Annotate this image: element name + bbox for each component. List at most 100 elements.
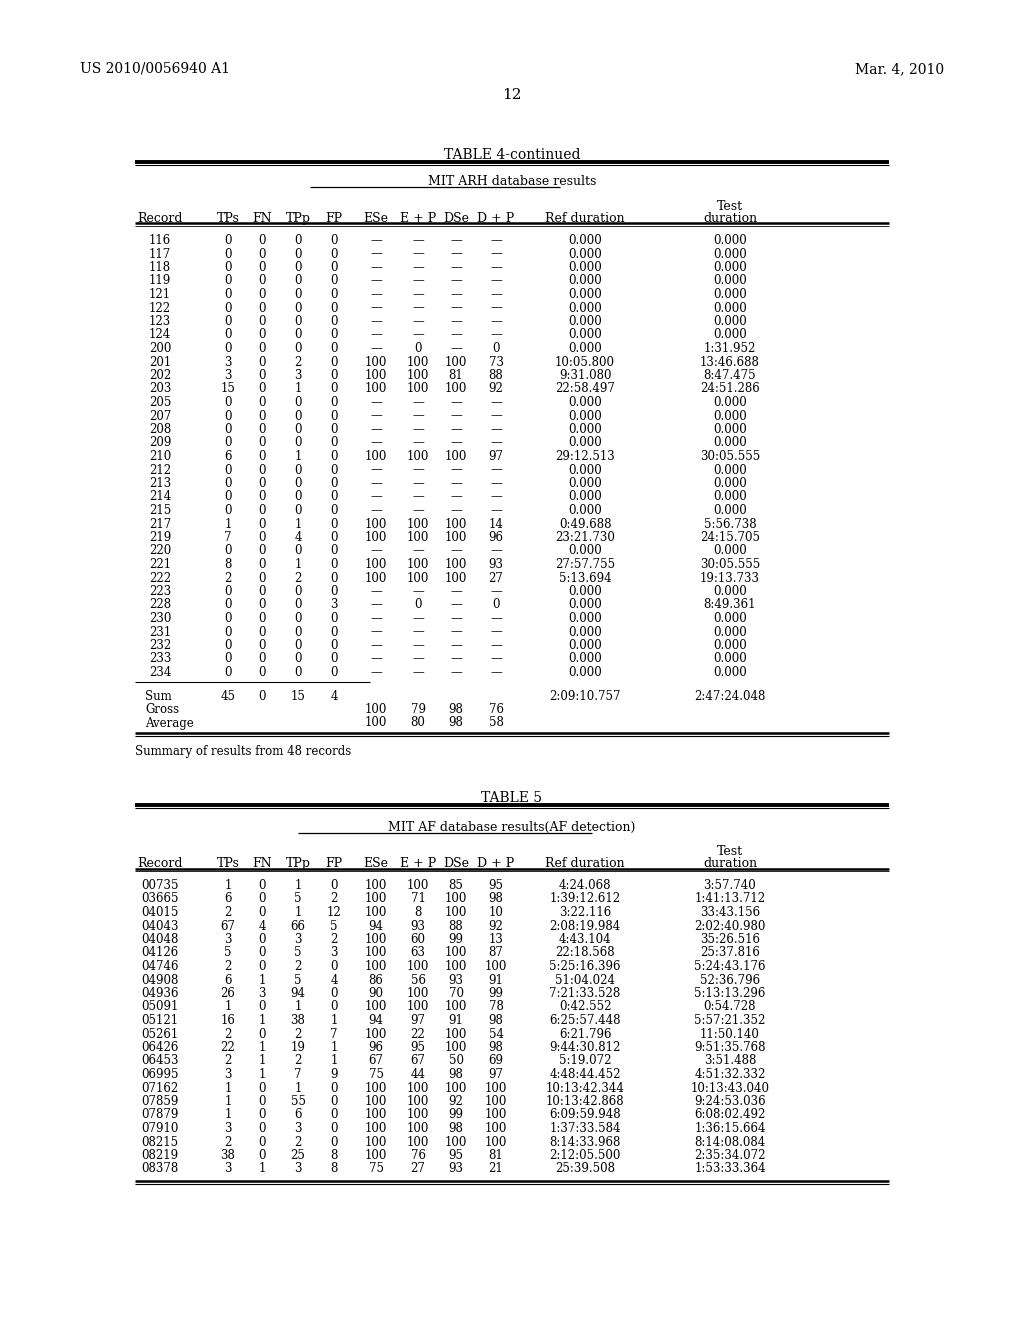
Text: 98: 98: [488, 1014, 504, 1027]
Text: 100: 100: [407, 370, 429, 381]
Text: 100: 100: [407, 1135, 429, 1148]
Text: 0: 0: [258, 422, 266, 436]
Text: 92: 92: [488, 383, 504, 396]
Text: —: —: [412, 639, 424, 652]
Text: 2: 2: [224, 960, 231, 973]
Text: 122: 122: [148, 301, 171, 314]
Text: 3: 3: [224, 933, 231, 946]
Text: 86: 86: [369, 974, 383, 986]
Text: 10:13:42.868: 10:13:42.868: [546, 1096, 625, 1107]
Text: 1:53:33.364: 1:53:33.364: [694, 1163, 766, 1176]
Text: 0: 0: [493, 598, 500, 611]
Text: 100: 100: [484, 1081, 507, 1094]
Text: —: —: [370, 248, 382, 260]
Text: 9: 9: [331, 1068, 338, 1081]
Text: 0: 0: [331, 1096, 338, 1107]
Text: Test: Test: [717, 845, 743, 858]
Text: 0: 0: [258, 906, 266, 919]
Text: 0: 0: [331, 437, 338, 450]
Text: 100: 100: [484, 1096, 507, 1107]
Text: 07910: 07910: [141, 1122, 178, 1135]
Text: 96: 96: [488, 531, 504, 544]
Text: 0.000: 0.000: [713, 477, 746, 490]
Text: 100: 100: [484, 1135, 507, 1148]
Text: 207: 207: [148, 409, 171, 422]
Text: 0: 0: [331, 531, 338, 544]
Text: 0.000: 0.000: [568, 261, 602, 275]
Text: 07162: 07162: [141, 1081, 178, 1094]
Text: —: —: [370, 652, 382, 665]
Text: 27: 27: [411, 1163, 425, 1176]
Text: —: —: [451, 301, 462, 314]
Text: 0: 0: [258, 261, 266, 275]
Text: 205: 205: [148, 396, 171, 409]
Text: —: —: [370, 437, 382, 450]
Text: —: —: [451, 612, 462, 624]
Text: 100: 100: [444, 1027, 467, 1040]
Text: 9:44:30.812: 9:44:30.812: [549, 1041, 621, 1053]
Text: 94: 94: [291, 987, 305, 1001]
Text: 233: 233: [148, 652, 171, 665]
Text: 100: 100: [444, 906, 467, 919]
Text: —: —: [370, 422, 382, 436]
Text: 27: 27: [488, 572, 504, 585]
Text: 1:41:13.712: 1:41:13.712: [694, 892, 766, 906]
Text: 1: 1: [294, 879, 302, 892]
Text: 0.000: 0.000: [713, 612, 746, 624]
Text: 1: 1: [294, 1001, 302, 1014]
Text: 3: 3: [294, 1122, 302, 1135]
Text: 0: 0: [258, 1027, 266, 1040]
Text: 0: 0: [294, 422, 302, 436]
Text: 0: 0: [294, 612, 302, 624]
Text: 0: 0: [224, 598, 231, 611]
Text: TPs: TPs: [216, 213, 240, 224]
Text: 2: 2: [294, 355, 302, 368]
Text: 93: 93: [449, 1163, 464, 1176]
Text: 0: 0: [258, 1001, 266, 1014]
Text: 0: 0: [224, 261, 231, 275]
Text: 116: 116: [148, 234, 171, 247]
Text: 0: 0: [294, 248, 302, 260]
Text: 100: 100: [365, 717, 387, 730]
Text: 0: 0: [258, 477, 266, 490]
Text: —: —: [490, 491, 502, 503]
Text: 0.000: 0.000: [568, 598, 602, 611]
Text: 100: 100: [484, 960, 507, 973]
Text: 100: 100: [444, 1001, 467, 1014]
Text: —: —: [412, 626, 424, 639]
Text: 0.000: 0.000: [713, 288, 746, 301]
Text: —: —: [451, 544, 462, 557]
Text: 25:39.508: 25:39.508: [555, 1163, 615, 1176]
Text: 04015: 04015: [141, 906, 178, 919]
Text: 22:18.568: 22:18.568: [555, 946, 614, 960]
Text: —: —: [490, 234, 502, 247]
Text: 201: 201: [148, 355, 171, 368]
Text: 0.000: 0.000: [713, 491, 746, 503]
Text: 0: 0: [258, 463, 266, 477]
Text: —: —: [490, 544, 502, 557]
Text: 0: 0: [294, 585, 302, 598]
Text: 3:51.488: 3:51.488: [703, 1055, 756, 1068]
Text: 0: 0: [258, 689, 266, 702]
Text: 52:36.796: 52:36.796: [700, 974, 760, 986]
Text: 63: 63: [411, 946, 426, 960]
Text: 100: 100: [365, 892, 387, 906]
Text: 0: 0: [331, 572, 338, 585]
Text: 2: 2: [224, 1055, 231, 1068]
Text: 100: 100: [365, 355, 387, 368]
Text: 0: 0: [258, 234, 266, 247]
Text: 0: 0: [331, 491, 338, 503]
Text: 87: 87: [488, 946, 504, 960]
Text: 0.000: 0.000: [568, 626, 602, 639]
Text: 0: 0: [258, 544, 266, 557]
Text: 2: 2: [224, 572, 231, 585]
Text: 6: 6: [224, 892, 231, 906]
Text: 1: 1: [294, 517, 302, 531]
Text: 0: 0: [258, 437, 266, 450]
Text: —: —: [451, 396, 462, 409]
Text: 119: 119: [148, 275, 171, 288]
Text: 0: 0: [258, 315, 266, 327]
Text: 0: 0: [258, 626, 266, 639]
Text: 0: 0: [258, 329, 266, 342]
Text: TABLE 5: TABLE 5: [481, 791, 543, 805]
